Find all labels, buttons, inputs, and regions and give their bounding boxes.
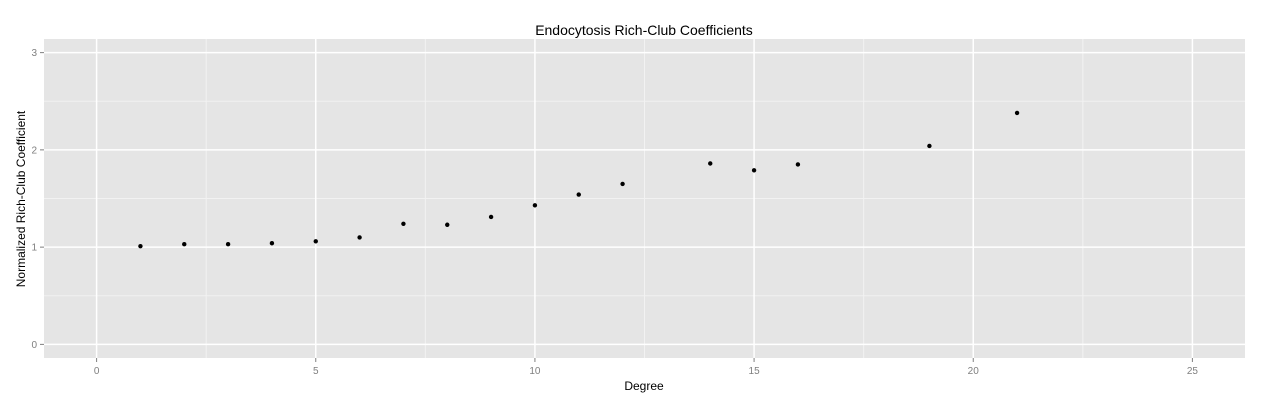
y-axis-title: Normalized Rich-Club Coefficient <box>14 110 28 287</box>
data-point <box>1014 110 1020 116</box>
y-tick-label: 0 <box>31 340 37 351</box>
x-tick-label: 20 <box>968 366 980 377</box>
data-point <box>225 242 231 247</box>
data-point <box>313 239 318 244</box>
y-tick-label: 3 <box>31 48 37 59</box>
data-point <box>445 222 450 227</box>
x-tick-label: 10 <box>529 366 541 377</box>
data-point <box>357 235 362 240</box>
x-tick-label: 0 <box>94 366 100 377</box>
y-tick-label: 2 <box>31 145 37 156</box>
data-point <box>488 214 494 220</box>
y-axis-ticks: 0 1 2 3 <box>31 48 44 351</box>
data-point <box>269 241 275 246</box>
data-point <box>795 162 801 167</box>
data-point <box>532 203 538 208</box>
data-point <box>620 181 625 187</box>
minor-gridlines <box>44 39 1245 358</box>
data-point <box>182 242 187 247</box>
major-gridlines <box>44 39 1245 358</box>
data-points <box>138 110 1020 249</box>
x-tick-label: 15 <box>749 366 761 377</box>
x-tick-label: 5 <box>313 366 319 377</box>
x-axis-ticks: 0 5 10 15 20 25 <box>94 358 1199 377</box>
chart-title: Endocytosis Rich-Club Coefficients <box>535 22 753 38</box>
data-point <box>927 143 932 149</box>
x-tick-label: 25 <box>1187 366 1199 377</box>
y-tick-label: 1 <box>31 243 37 254</box>
data-point <box>708 161 713 166</box>
x-axis-title: Degree <box>624 379 664 393</box>
data-point <box>401 221 406 226</box>
data-point <box>576 192 581 197</box>
data-point <box>751 168 757 173</box>
data-point <box>138 243 143 249</box>
